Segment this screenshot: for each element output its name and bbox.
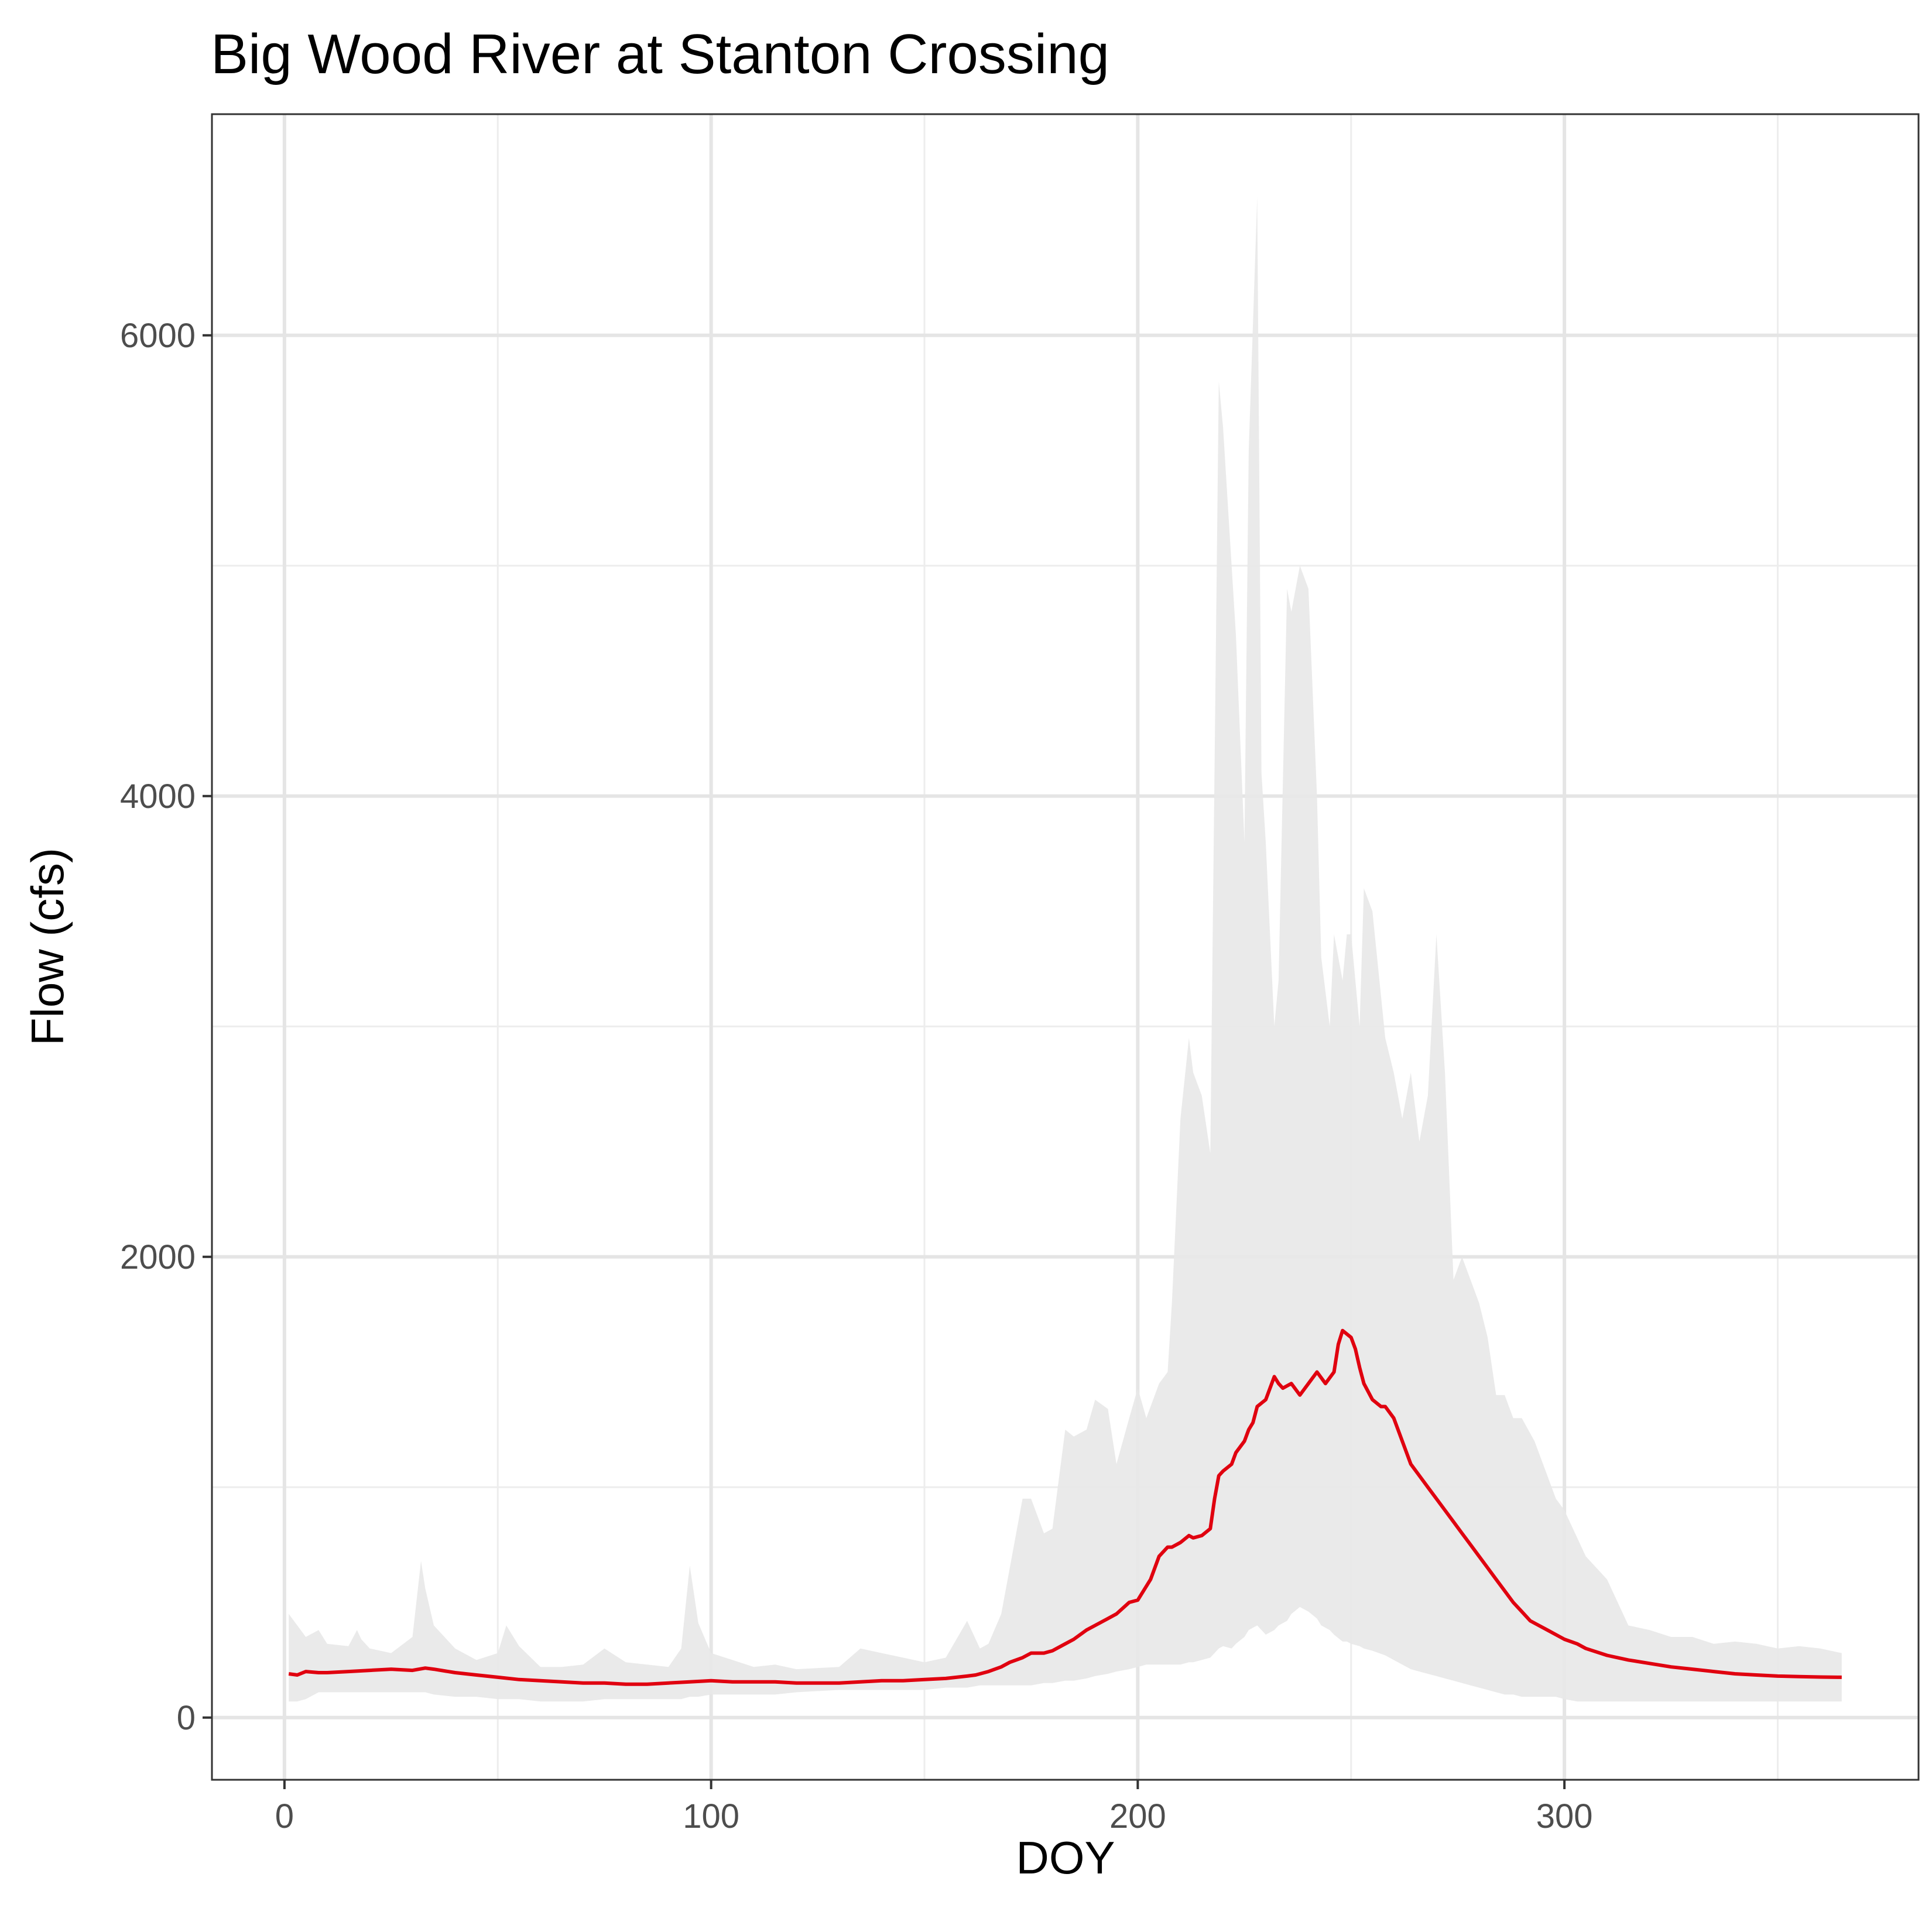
x-tick-label-200: 200 <box>1109 1797 1166 1835</box>
x-tick-label-0: 0 <box>275 1797 294 1835</box>
chart-title: Big Wood River at Stanton Crossing <box>211 23 1109 85</box>
y-axis-title: Flow (cfs) <box>22 848 73 1046</box>
plot-panel <box>211 113 1920 1781</box>
median-flow-line <box>288 1328 1842 1686</box>
y-tick-label-0: 0 <box>177 1699 196 1737</box>
y-tick-label-6000: 6000 <box>120 317 196 355</box>
flow-range-ribbon <box>289 197 1842 1702</box>
x-tick-label-300: 300 <box>1536 1797 1593 1835</box>
y-tick-label-4000: 4000 <box>120 777 196 816</box>
x-axis-title: DOY <box>1016 1832 1115 1883</box>
panel-border <box>211 113 1920 1781</box>
y-tick-label-2000: 2000 <box>120 1238 196 1276</box>
x-tick-label-100: 100 <box>683 1797 739 1835</box>
x-axis: 0 100 200 300 DOY <box>275 1780 1593 1883</box>
y-axis: 0 2000 4000 6000 Flow (cfs) <box>22 317 212 1737</box>
